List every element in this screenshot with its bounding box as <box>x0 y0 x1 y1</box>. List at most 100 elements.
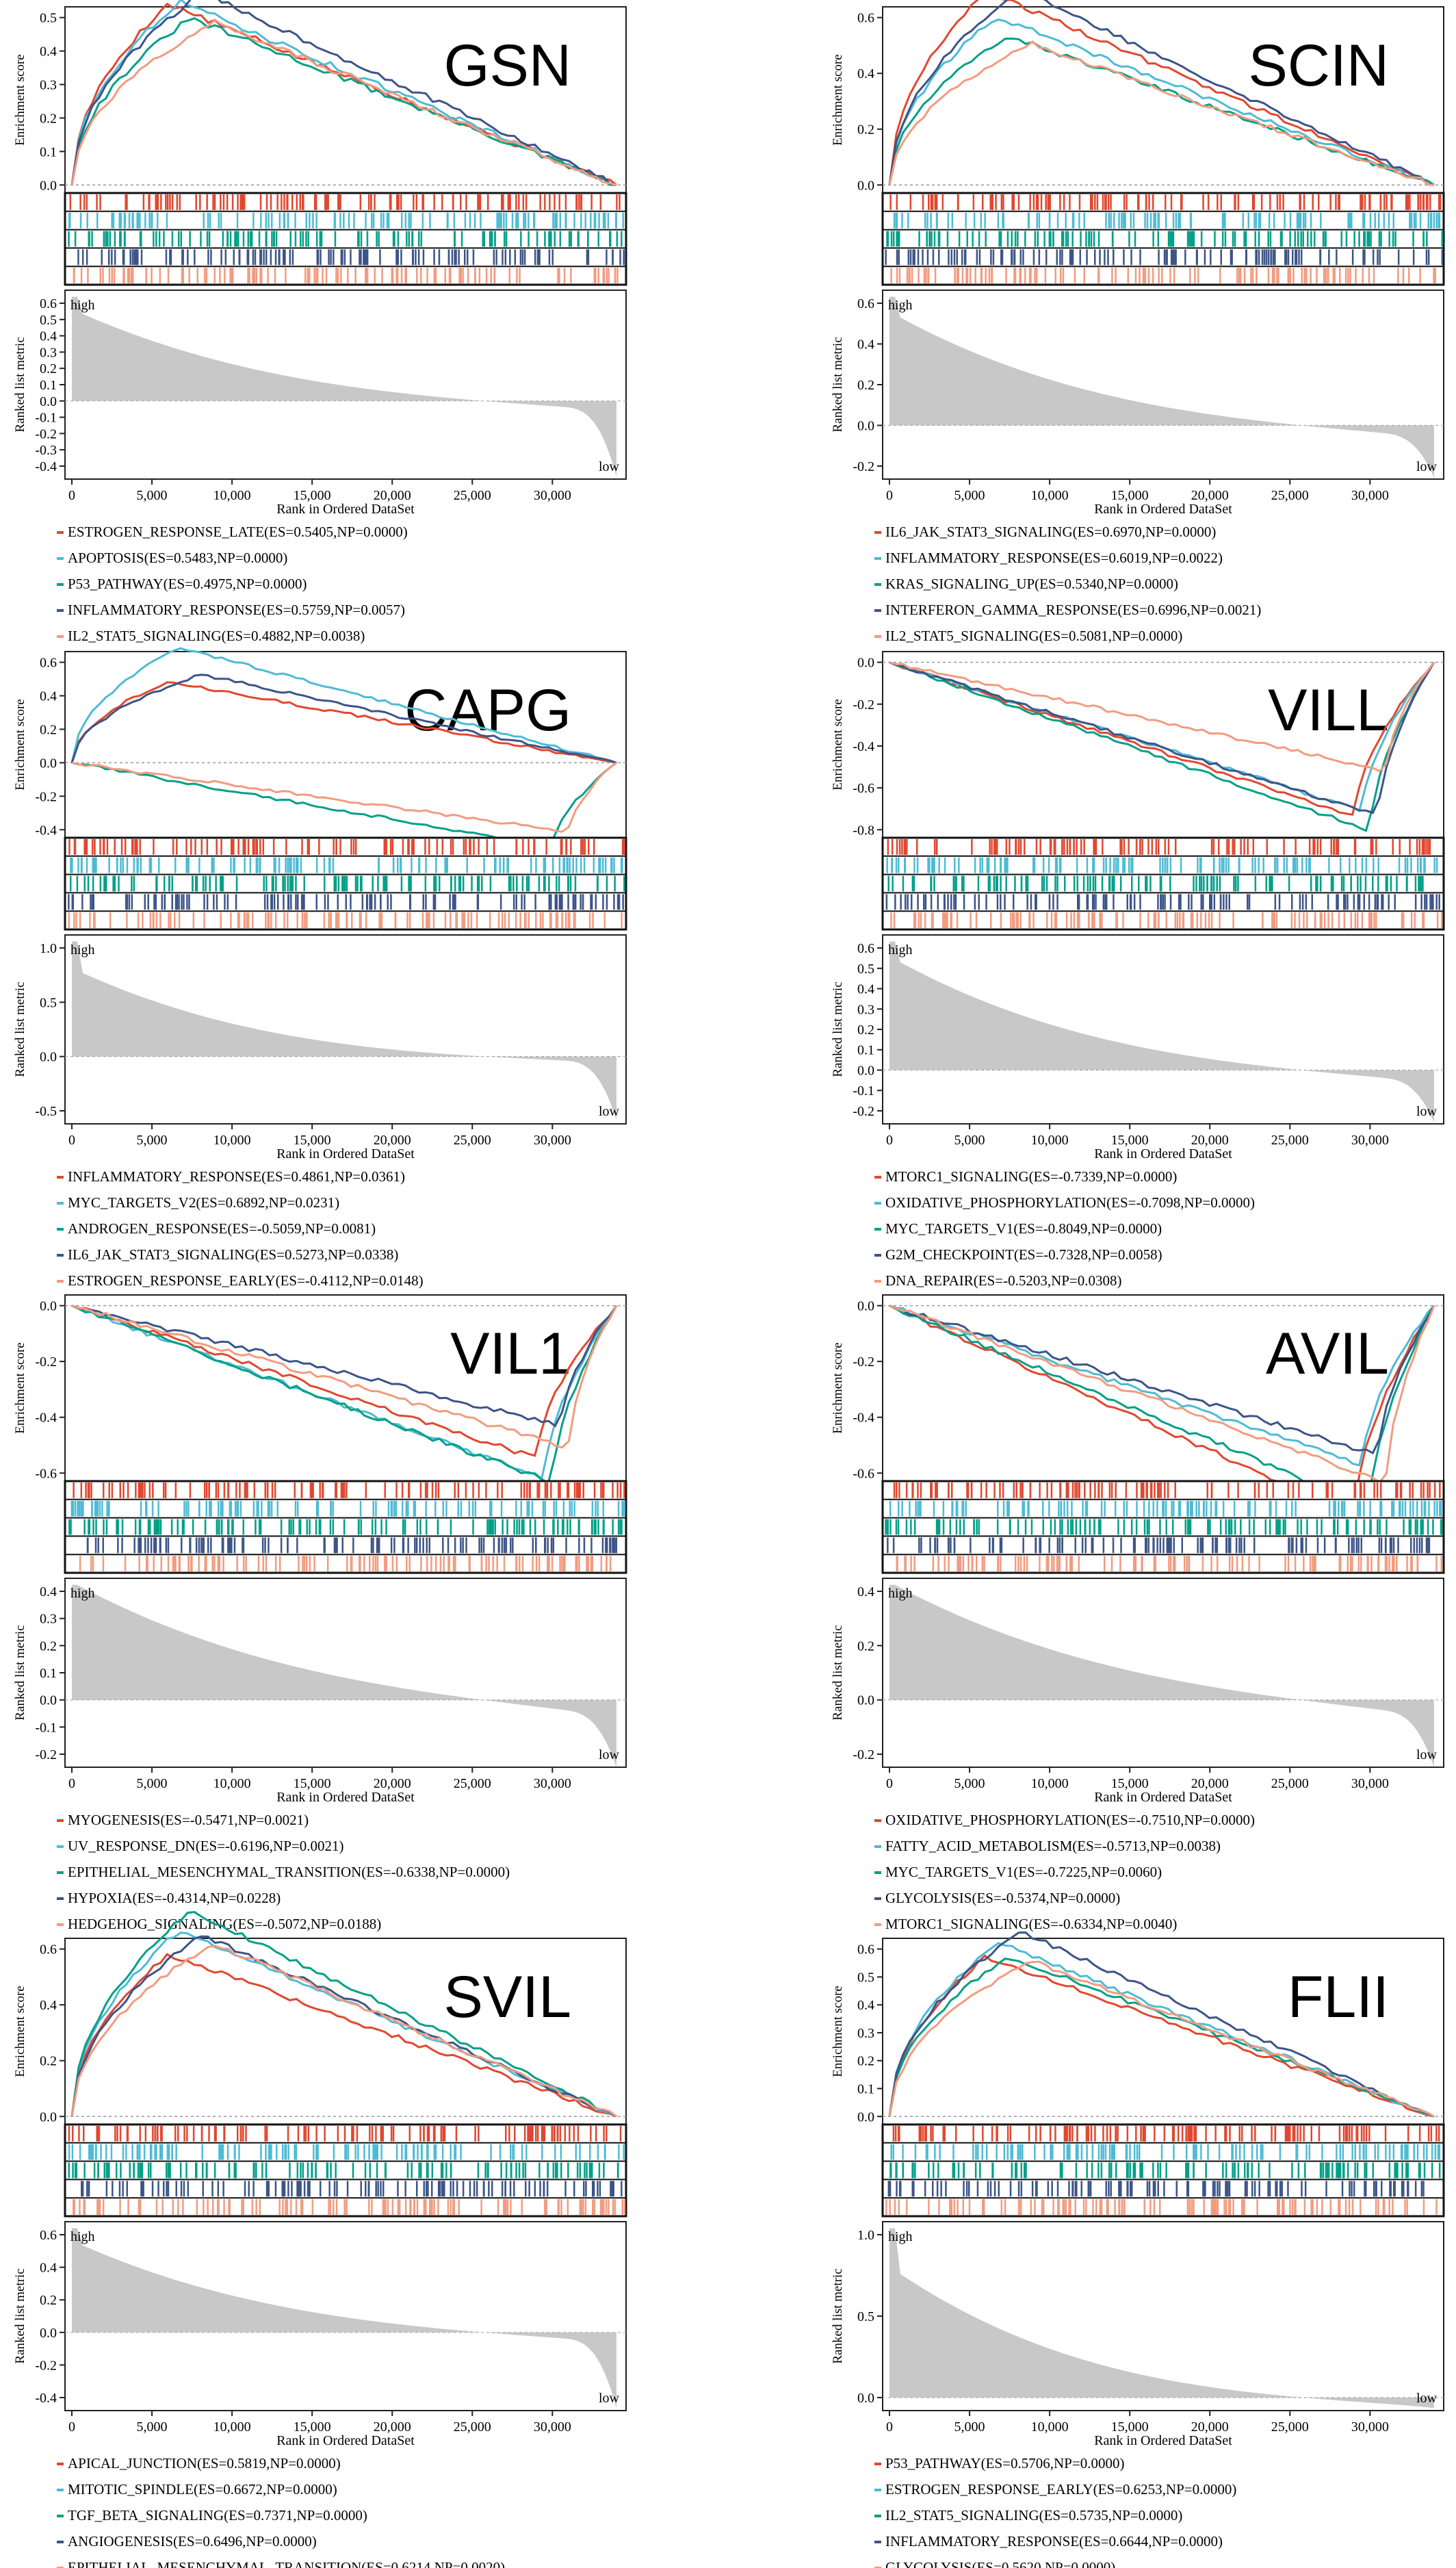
hit-bar <box>1094 1482 1096 1498</box>
hit-bar <box>1164 894 1166 910</box>
hit-bar <box>1185 2162 1187 2179</box>
hit-bar <box>930 875 932 892</box>
hit-bar <box>377 2181 379 2197</box>
hit-bar <box>1178 1500 1180 1517</box>
hit-bar <box>150 857 153 873</box>
es-curve-tgf_beta_signaling <box>70 1911 617 2118</box>
hit-bar <box>541 2126 543 2142</box>
hit-bar <box>993 839 996 855</box>
hit-bar <box>1008 1500 1010 1517</box>
hit-bar <box>302 894 304 910</box>
hit-bar <box>168 2144 170 2160</box>
hit-bar <box>80 1482 83 1498</box>
hit-bar <box>1282 1519 1285 1535</box>
hit-bar <box>1438 2144 1441 2160</box>
hit-bar <box>70 1519 72 1535</box>
hit-bar <box>1089 2181 1092 2197</box>
hit-bar <box>1139 894 1141 910</box>
hit-bar <box>315 194 317 210</box>
hit-bar <box>307 231 309 247</box>
hit-bar <box>920 1500 922 1517</box>
hit-bar <box>1314 231 1316 247</box>
hit-bar <box>139 1482 141 1498</box>
hit-bar <box>195 875 197 892</box>
hit-bar <box>1193 875 1195 892</box>
hit-bar <box>304 2126 307 2142</box>
hit-bar <box>339 839 341 855</box>
hit-bar <box>274 857 276 873</box>
hit-bar <box>583 2181 585 2197</box>
hit-bar <box>483 231 485 247</box>
hit-bar <box>930 1482 932 1498</box>
hit-bar <box>188 268 190 283</box>
hit-bar <box>1303 1556 1305 1571</box>
hit-bar <box>1154 1482 1156 1498</box>
hit-bar <box>98 2126 101 2142</box>
hit-bar <box>590 1537 593 1554</box>
hit-bar <box>72 2126 74 2142</box>
hit-bar <box>191 1556 193 1571</box>
hit-bar <box>1258 2162 1260 2179</box>
hit-bar <box>1243 2144 1245 2160</box>
hit-bar <box>458 249 460 266</box>
hit-bar <box>1157 2181 1159 2197</box>
hit-bar <box>268 212 270 229</box>
hit-bar <box>1292 249 1294 266</box>
hit-bar <box>204 268 206 283</box>
hit-bar <box>608 268 610 283</box>
hit-bar <box>147 1519 150 1535</box>
hit-bar <box>298 1519 300 1535</box>
hit-bar <box>434 875 437 892</box>
rank-tick-label: 0.6 <box>40 2228 57 2243</box>
hit-bar <box>425 2181 428 2197</box>
hit-bar <box>892 875 894 892</box>
hit-bar <box>298 2181 300 2197</box>
hit-bar <box>1321 2199 1323 2215</box>
hit-bar <box>930 212 932 229</box>
hit-bar <box>932 912 934 928</box>
hit-bar <box>291 194 294 210</box>
hit-bar <box>398 194 400 210</box>
hit-bar <box>276 2144 278 2160</box>
hit-bar <box>140 2181 142 2197</box>
legend-entry: ANGIOGENESIS(ES=0.6496,NP=0.0000) <box>68 2533 317 2550</box>
hit-bar <box>468 1500 471 1517</box>
hit-bar <box>447 2199 450 2215</box>
hit-bar <box>1186 2181 1188 2197</box>
hit-bar <box>87 268 89 283</box>
hit-bar <box>424 2199 427 2215</box>
hit-bar <box>287 875 289 892</box>
hit-bar <box>1076 875 1078 892</box>
hit-bar <box>1181 2126 1184 2142</box>
hit-bar <box>351 912 353 928</box>
hit-bar <box>1389 1537 1392 1554</box>
hit-bar <box>1245 231 1247 247</box>
hit-bar <box>1148 194 1150 210</box>
es-curve-il2_stat5_signaling <box>888 40 1435 186</box>
hit-bar <box>1086 1500 1089 1517</box>
hit-bar <box>1175 212 1178 229</box>
hit-bar <box>79 912 81 928</box>
hit-bar <box>176 194 179 210</box>
hit-bar <box>1360 1482 1362 1498</box>
hit-bar <box>1401 2144 1403 2160</box>
hit-bar <box>269 2144 271 2160</box>
hit-bar <box>1061 839 1063 855</box>
hit-bar <box>1119 839 1121 855</box>
hit-bar <box>245 1556 247 1571</box>
hit-bar <box>187 1500 190 1517</box>
hit-bar <box>155 231 157 247</box>
x-tick-label: 5,000 <box>954 488 985 503</box>
hit-bar <box>171 231 174 247</box>
hit-bar <box>602 894 604 910</box>
hit-bar <box>1377 2199 1379 2215</box>
hit-bar <box>130 268 133 283</box>
hit-bar <box>895 857 898 873</box>
hit-bar <box>1140 1482 1143 1498</box>
hit-bar <box>1123 839 1126 855</box>
hit-bar <box>583 1537 586 1554</box>
hit-bar <box>287 2144 289 2160</box>
hit-bar <box>244 1482 246 1498</box>
hit-bar <box>148 1482 151 1498</box>
hit-bar <box>309 2181 311 2197</box>
